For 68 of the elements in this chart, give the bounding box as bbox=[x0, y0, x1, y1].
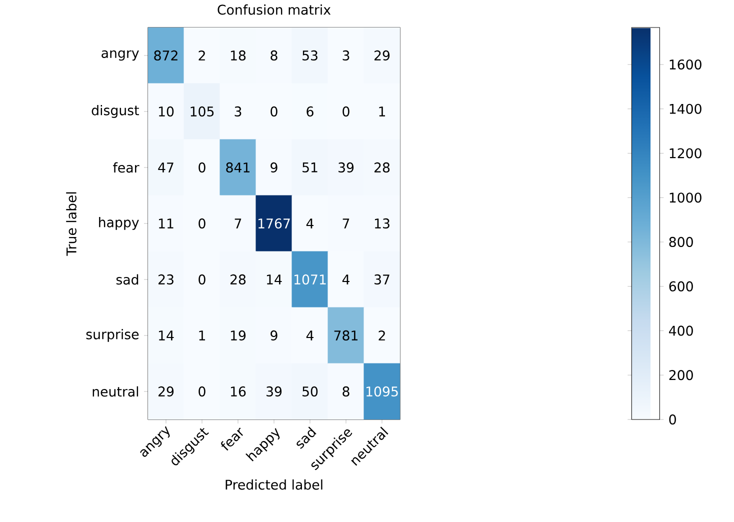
y-tick-label: sad bbox=[116, 274, 138, 284]
data-label: 29 bbox=[158, 386, 174, 396]
data-label: 14 bbox=[158, 330, 174, 340]
data-label: 9 bbox=[270, 162, 278, 172]
color-bar-label: 1000 bbox=[670, 192, 702, 202]
data-label: 9 bbox=[270, 330, 278, 340]
data-label: 0 bbox=[198, 386, 206, 396]
data-label: 14 bbox=[266, 274, 282, 284]
data-label: 37 bbox=[374, 274, 390, 284]
y-tick-label: neutral bbox=[92, 386, 138, 396]
data-label: 2 bbox=[378, 330, 385, 340]
data-label: 10 bbox=[158, 106, 174, 116]
color-bar-label: 600 bbox=[669, 281, 693, 292]
color-bar-label: 1400 bbox=[670, 104, 702, 114]
data-label: 3 bbox=[342, 50, 350, 60]
data-label: 2 bbox=[198, 50, 205, 60]
data-label: 39 bbox=[338, 162, 354, 172]
data-label: 0 bbox=[198, 274, 206, 284]
data-label: 47 bbox=[158, 162, 174, 172]
data-label: 8 bbox=[342, 386, 350, 396]
data-label: 105 bbox=[190, 106, 214, 116]
data-label: 0 bbox=[198, 162, 206, 172]
data-label: 7 bbox=[342, 218, 350, 228]
data-label: 19 bbox=[230, 330, 246, 340]
data-label: 28 bbox=[374, 162, 390, 172]
data-label: 0 bbox=[198, 218, 206, 228]
data-label: 0 bbox=[270, 106, 278, 116]
data-label: 1095 bbox=[366, 386, 398, 396]
color-bar-label: 1200 bbox=[670, 148, 702, 158]
data-label: 51 bbox=[302, 162, 318, 172]
x-axis-title: Predicted label bbox=[226, 479, 322, 490]
data-label: 1 bbox=[199, 330, 206, 340]
data-label: 4 bbox=[306, 330, 314, 340]
data-label: 11 bbox=[158, 218, 174, 228]
data-label: 18 bbox=[230, 50, 246, 60]
color-bar-label: 800 bbox=[669, 236, 693, 247]
data-label: 781 bbox=[334, 330, 358, 340]
data-label: 4 bbox=[306, 218, 314, 228]
y-tick-label: fear bbox=[113, 162, 140, 172]
data-label: 1 bbox=[379, 106, 386, 116]
data-label: 29 bbox=[374, 50, 390, 60]
y-axis-title: True label bbox=[66, 192, 76, 256]
y-tick-label: angry bbox=[102, 50, 139, 60]
data-label: 841 bbox=[226, 162, 250, 172]
color-bar-label: 0 bbox=[669, 414, 676, 424]
chart-title: Confusion matrix bbox=[218, 4, 331, 15]
color-bar-label: 1600 bbox=[670, 59, 702, 70]
data-label: 7 bbox=[234, 218, 242, 228]
data-label: 872 bbox=[154, 50, 178, 60]
data-label: 1071 bbox=[294, 274, 326, 284]
y-tick-label: surprise bbox=[86, 328, 139, 342]
data-label: 39 bbox=[266, 386, 282, 396]
data-label: 8 bbox=[270, 50, 278, 60]
data-label: 3 bbox=[234, 106, 242, 116]
color-bar-label: 200 bbox=[669, 370, 693, 380]
data-label: 0 bbox=[342, 106, 350, 116]
y-tick-label: happy bbox=[99, 216, 139, 230]
data-label: 1767 bbox=[258, 218, 290, 228]
data-label: 16 bbox=[230, 386, 246, 396]
data-label: 4 bbox=[342, 274, 350, 284]
y-tick-label: disgust bbox=[92, 104, 139, 118]
data-label: 6 bbox=[306, 106, 314, 116]
data-label: 13 bbox=[374, 218, 390, 228]
data-label: 23 bbox=[158, 274, 174, 284]
data-label: 28 bbox=[230, 274, 246, 284]
color-bar-label: 400 bbox=[669, 325, 693, 336]
data-label: 50 bbox=[302, 386, 318, 396]
data-label: 53 bbox=[302, 50, 318, 60]
